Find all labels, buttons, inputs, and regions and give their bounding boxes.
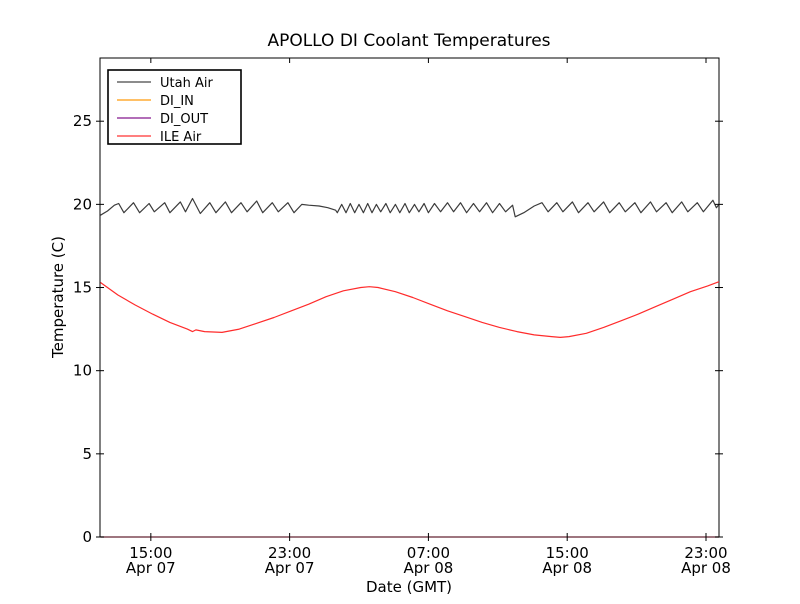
x-tick-label-date: Apr 07 <box>265 559 315 577</box>
legend-label: DI_IN <box>160 94 194 109</box>
x-tick-label-date: Apr 08 <box>404 559 454 577</box>
x-tick-label-time: 23:00 <box>684 544 727 562</box>
utah-air-line <box>100 197 720 218</box>
chart-title: APOLLO DI Coolant Temperatures <box>267 31 550 51</box>
legend-label: Utah Air <box>160 76 213 91</box>
x-tick-label-date: Apr 08 <box>681 559 731 577</box>
y-tick-label: 0 <box>82 528 92 546</box>
y-tick-label: 10 <box>73 362 92 380</box>
x-tick-label-date: Apr 07 <box>126 559 176 577</box>
y-tick-label: 20 <box>73 195 92 213</box>
legend-label: DI_OUT <box>160 112 208 127</box>
x-tick-label-time: 15:00 <box>129 544 172 562</box>
x-tick-label-time: 15:00 <box>546 544 589 562</box>
x-tick-label-time: 23:00 <box>268 544 311 562</box>
x-tick-label-date: Apr 08 <box>542 559 592 577</box>
legend-label: ILE Air <box>160 130 202 145</box>
y-tick-label: 15 <box>73 279 92 297</box>
y-tick-label: 5 <box>82 445 92 463</box>
x-axis-label: Date (GMT) <box>366 578 452 596</box>
x-tick-label-time: 07:00 <box>407 544 450 562</box>
y-tick-label: 25 <box>73 112 92 130</box>
ile-air-line <box>100 281 720 338</box>
y-axis-label: Temperature (C) <box>49 236 67 359</box>
